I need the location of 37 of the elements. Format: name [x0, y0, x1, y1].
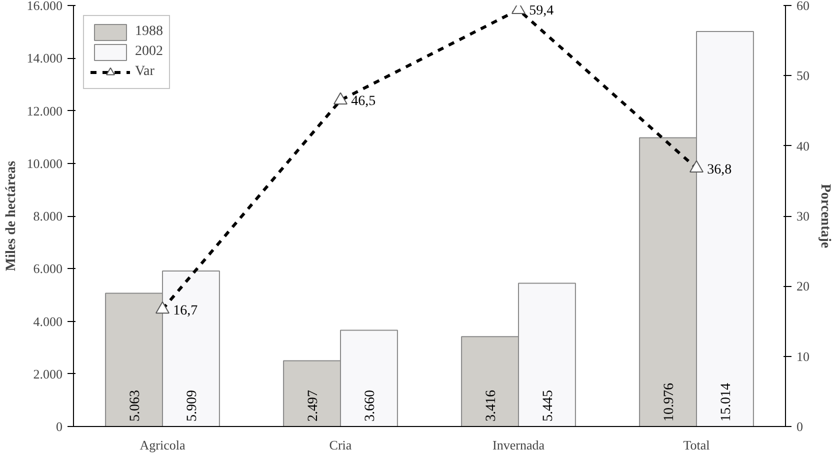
y2-tick-label: 60: [796, 0, 810, 13]
y-tick-label: 0: [56, 419, 62, 434]
y-tick-label: 10.000: [26, 156, 62, 171]
y-tick-label: 12.000: [26, 103, 62, 118]
data-label: 3.660: [362, 390, 378, 422]
y2-tick-label: 50: [796, 68, 810, 84]
legend-label: Var: [135, 64, 155, 80]
x-tick-label: Cria: [329, 438, 352, 452]
y-axis-title: Miles de hectáreas: [4, 160, 19, 272]
data-label: 5.909: [184, 390, 200, 422]
y2-tick-label: 40: [796, 138, 810, 154]
y2-tick-label: 0: [796, 419, 803, 434]
y-tick-label: 8.000: [33, 208, 62, 224]
x-tick-label: Agricola: [140, 438, 186, 452]
legend-label: 1988: [135, 24, 163, 40]
data-label: 36,8: [707, 162, 732, 178]
data-label: 3.416: [484, 390, 500, 422]
data-label: 46,5: [351, 94, 376, 110]
legend-label: 2002: [135, 44, 163, 60]
y-tick-label: 14.000: [26, 50, 62, 66]
x-tick-label: Total: [683, 438, 710, 452]
data-label: 2.497: [306, 390, 322, 422]
y-tick-label: 6.000: [33, 261, 62, 276]
y2-axis-title: Porcentaje: [818, 184, 832, 248]
y-tick-label: 2.000: [33, 366, 62, 382]
x-tick-label: Invernada: [492, 438, 545, 452]
y-tick-label: 16.000: [26, 0, 62, 13]
data-label: 15.014: [718, 382, 734, 422]
y2-tick-label: 20: [796, 278, 810, 294]
data-label: 5.063: [128, 390, 144, 422]
data-label: 59,4: [529, 4, 554, 19]
y-tick-label: 4.000: [33, 314, 62, 329]
data-label: 10.976: [662, 382, 678, 422]
data-label: 5.445: [540, 390, 556, 422]
y2-tick-label: 10: [796, 348, 810, 364]
data-label: 16,7: [173, 303, 198, 318]
y2-tick-label: 30: [796, 208, 810, 224]
